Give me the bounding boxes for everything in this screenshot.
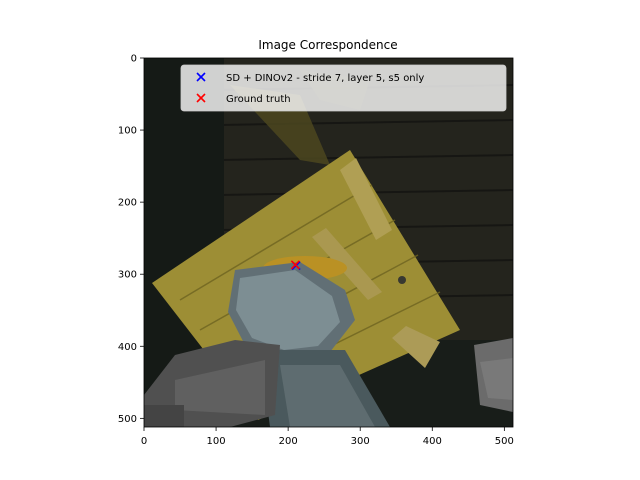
y-tick-label: 400: [118, 342, 137, 353]
x-axis-ticks: 0 100 200 300 400 500: [141, 427, 514, 447]
x-tick-label: 0: [141, 436, 147, 447]
legend-label: SD + DINOv2 - stride 7, layer 5, s5 only: [226, 73, 424, 84]
x-tick-label: 100: [207, 436, 226, 447]
y-tick-label: 0: [131, 54, 137, 65]
y-axis-ticks: 0 100 200 300 400 500: [118, 54, 144, 425]
chart-title: Image Correspondence: [258, 38, 397, 52]
y-tick-label: 100: [118, 126, 137, 137]
scatter-markers: [290, 260, 301, 271]
legend-box: [180, 64, 507, 112]
x-tick-label: 300: [351, 436, 370, 447]
legend-marker: [196, 93, 206, 103]
legend-label: Ground truth: [226, 94, 291, 105]
x-tick-label: 500: [495, 436, 514, 447]
background-image: [144, 58, 513, 427]
x-tick-label: 200: [279, 436, 298, 447]
legend-marker: [196, 72, 206, 82]
axes-frame: [143, 57, 514, 428]
y-tick-label: 200: [118, 198, 137, 209]
y-tick-label: 500: [118, 414, 137, 425]
x-tick-label: 400: [423, 436, 442, 447]
legend: SD + DINOv2 - stride 7, layer 5, s5 only…: [180, 64, 507, 112]
scatter-point-ground-truth: [290, 260, 300, 270]
y-tick-label: 300: [118, 270, 137, 281]
